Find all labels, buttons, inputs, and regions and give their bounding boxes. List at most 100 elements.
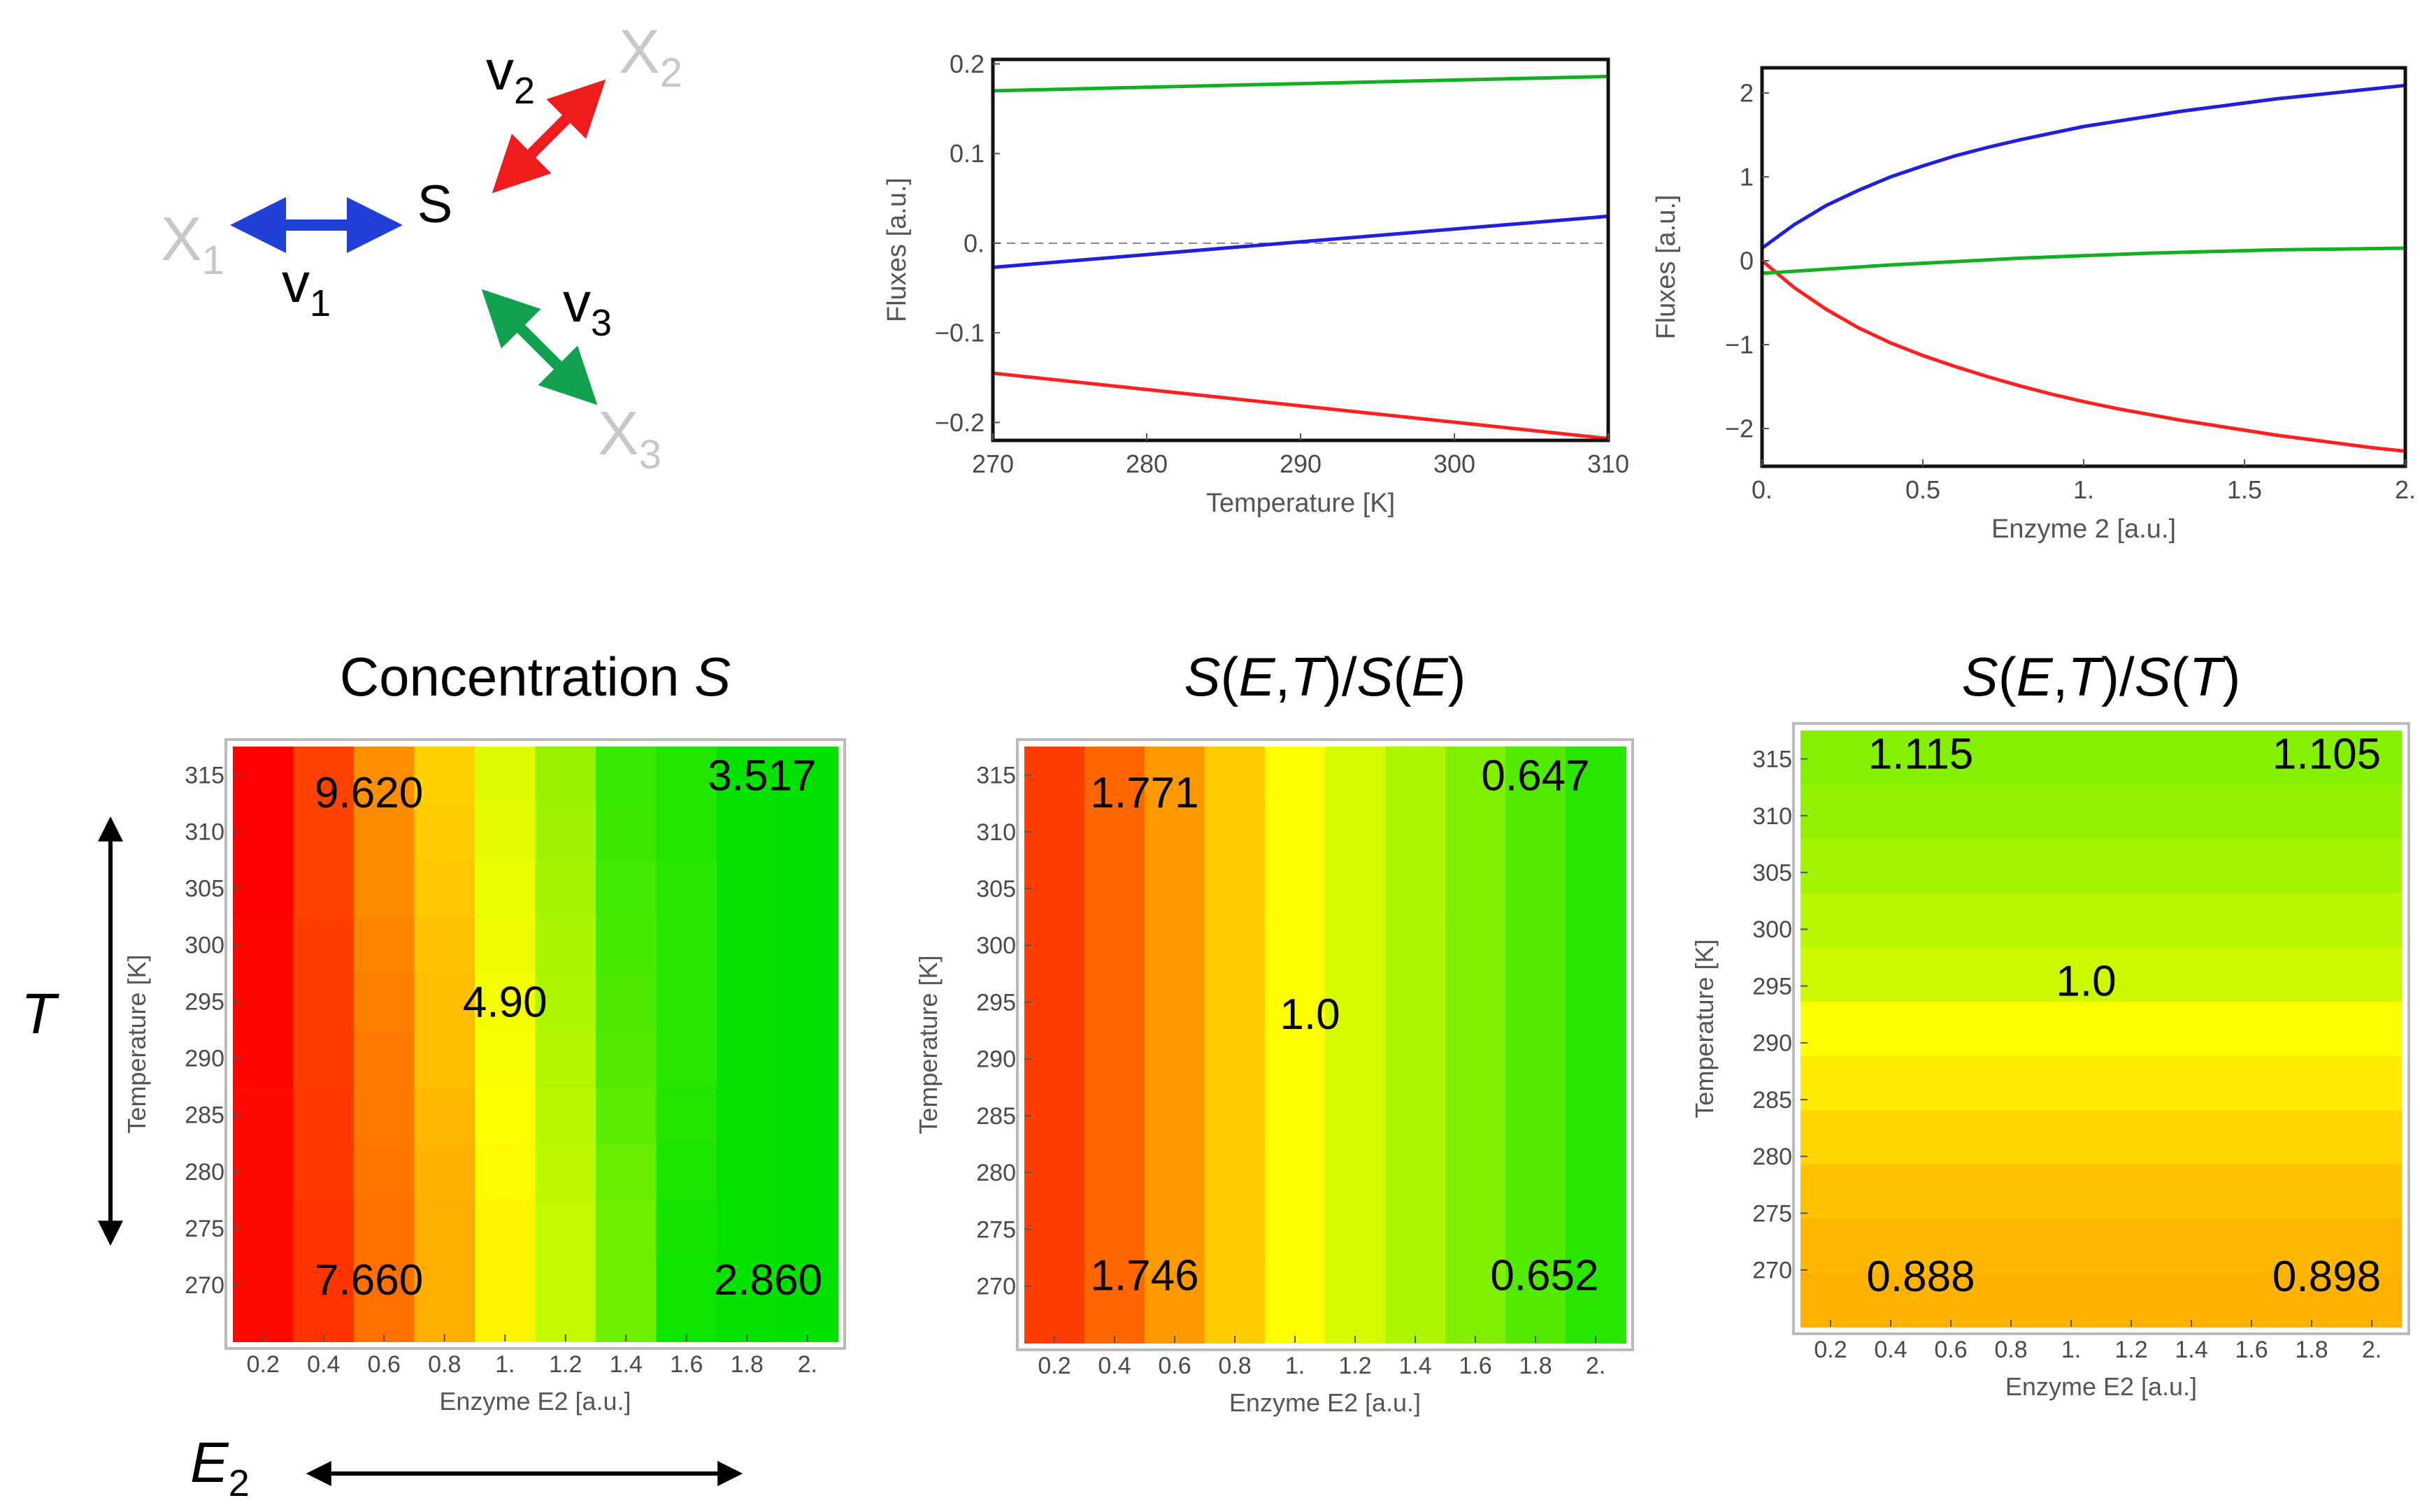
c2-cell-annotation: 3.517 (708, 752, 816, 800)
c2-heat-cell (233, 1200, 294, 1258)
c2-heat-cell (717, 1086, 778, 1144)
c2-ytick-label: 295 (185, 989, 224, 1016)
c0-ytick-label: 0. (964, 229, 985, 257)
c4-ytick-label: 280 (1752, 1144, 1792, 1170)
c2-ytick-label: 300 (185, 933, 224, 959)
c4-ytick-label: 275 (1752, 1200, 1792, 1227)
c3-heat-cell (1325, 860, 1386, 918)
c2-heat-cell (777, 747, 838, 805)
c2-heat-cell (354, 803, 415, 861)
c0-ytick-label: 0.1 (950, 139, 985, 168)
c3-heat-cell (1084, 803, 1145, 861)
c2-heat-cell (596, 1030, 657, 1088)
c2-heat-cell (354, 916, 415, 974)
c2-heat-cell (717, 973, 778, 1031)
c2-heat-cell (414, 747, 475, 805)
c2-heat-cell (596, 973, 657, 1031)
c3-cell-annotation: 1.771 (1090, 769, 1198, 817)
c1-ytick-label: −1 (1725, 331, 1754, 359)
c1-xtick-label: 2. (2395, 475, 2416, 504)
c3-cell-annotation: 0.652 (1490, 1252, 1598, 1300)
c3-heat-cell (1325, 916, 1386, 974)
c4-xtick-label: 1.4 (2175, 1337, 2207, 1363)
c3-heat-cell (1024, 1144, 1085, 1202)
c4-xtick-label: 0.8 (1994, 1337, 2027, 1363)
flux-v2-label: v2 (486, 39, 535, 112)
concentration-s-heatmap: Concentration S 9.620 3.517 4.90 7.660 2.860 0… (122, 646, 846, 1416)
c2-heat-cell (596, 916, 657, 974)
flux-v2-arrow (492, 79, 606, 194)
c3-heat-cell (1145, 916, 1205, 974)
c3-heat-cell (1205, 747, 1266, 805)
c4-xtick-label: 0.6 (1934, 1337, 1967, 1363)
c2-heat-cell (535, 747, 596, 805)
c3-heat-cell (1445, 1030, 1506, 1088)
c3-heat-cell (1325, 747, 1386, 805)
c3-heat-cell (1205, 916, 1266, 974)
c2-heat-cell (535, 1256, 596, 1342)
c4-title-part: E (2017, 646, 2054, 707)
c2-heat-cell (354, 860, 415, 918)
global-axis-indicators: T E2 (21, 816, 743, 1504)
c3-x-axis-label: Enzyme E2 [a.u.] (1229, 1388, 1421, 1417)
c2-heat-cell (233, 1086, 294, 1144)
c2-heat-cell (535, 860, 596, 918)
c2-heat-cell (717, 803, 778, 861)
c2-heat-cell (596, 1256, 657, 1342)
c2-heat-cell (535, 916, 596, 974)
c2-heat-cell (414, 1086, 475, 1144)
c4-heat-band (1800, 1109, 2402, 1165)
c2-cell-annotation: 2.860 (714, 1256, 822, 1304)
c3-heat-cell (1084, 973, 1145, 1032)
c2-heat-cell (414, 860, 475, 918)
c4-ytick-label: 285 (1752, 1087, 1792, 1114)
c2-heat-cell (293, 916, 355, 974)
c2-heat-cell (414, 803, 475, 861)
c3-heat-cell (1265, 1030, 1326, 1088)
c2-heat-cell (717, 1143, 778, 1201)
c2-heat-cell (233, 1256, 294, 1342)
c3-heat-cell (1265, 1200, 1326, 1259)
c1-ytick-label: −2 (1725, 415, 1754, 443)
c2-heat-cell (475, 1256, 536, 1342)
c3-heat-cell (1145, 1030, 1205, 1088)
c3-heat-cell (1084, 916, 1145, 974)
c3-heat-cell (1385, 1087, 1446, 1145)
c1-xtick-label: 0. (1752, 475, 1773, 504)
flux-v3-arrow (481, 289, 598, 405)
c2-ytick-label: 275 (185, 1216, 224, 1242)
c3-ytick-label: 305 (976, 876, 1016, 902)
c1-x-axis-label: Enzyme 2 [a.u.] (1991, 514, 2176, 544)
c3-xtick-label: 0.6 (1158, 1353, 1191, 1379)
c2-heat-cell (233, 747, 294, 805)
c3-cell-annotation: 1.746 (1090, 1252, 1198, 1300)
c3-heat-cell (1385, 1258, 1446, 1344)
temperature-axis-symbol: T (21, 982, 59, 1046)
c3-heat-cell (1505, 747, 1566, 805)
c3-heat-cell (1265, 1258, 1326, 1344)
flux-v3-label: v3 (563, 271, 612, 344)
node-x1-label: X1 (161, 204, 224, 283)
reaction-scheme: S X1 X2 X3 v1 v2 v3 (161, 17, 682, 477)
c2-heat-cell (475, 1086, 536, 1144)
c3-heat-cell (1084, 1030, 1145, 1088)
c4-ytick-label: 300 (1752, 916, 1792, 943)
c3-heat-cell (1024, 1258, 1085, 1344)
c2-heat-cell (414, 1256, 475, 1342)
c2-heat-cell (475, 1200, 536, 1258)
c2-heat-cell (354, 1256, 415, 1342)
c3-title-part: , (1275, 646, 1291, 707)
c2-title-part: S (694, 646, 731, 707)
c1-xtick-label: 1. (2073, 475, 2094, 504)
c3-heat-cell (1205, 860, 1266, 918)
c4-heat-band (1800, 784, 2402, 840)
c2-heat-cell (596, 1143, 657, 1201)
c2-heat-cell (717, 916, 778, 974)
c0-plot-area (993, 59, 1608, 440)
c4-ytick-label: 270 (1752, 1258, 1792, 1284)
c4-heat-band (1800, 947, 2402, 1002)
c0-xtick-label: 290 (1280, 449, 1322, 478)
c2-xtick-label: 1.8 (731, 1351, 764, 1378)
c4-xtick-label: 1. (2061, 1337, 2081, 1363)
c4-ytick-label: 290 (1752, 1030, 1792, 1057)
